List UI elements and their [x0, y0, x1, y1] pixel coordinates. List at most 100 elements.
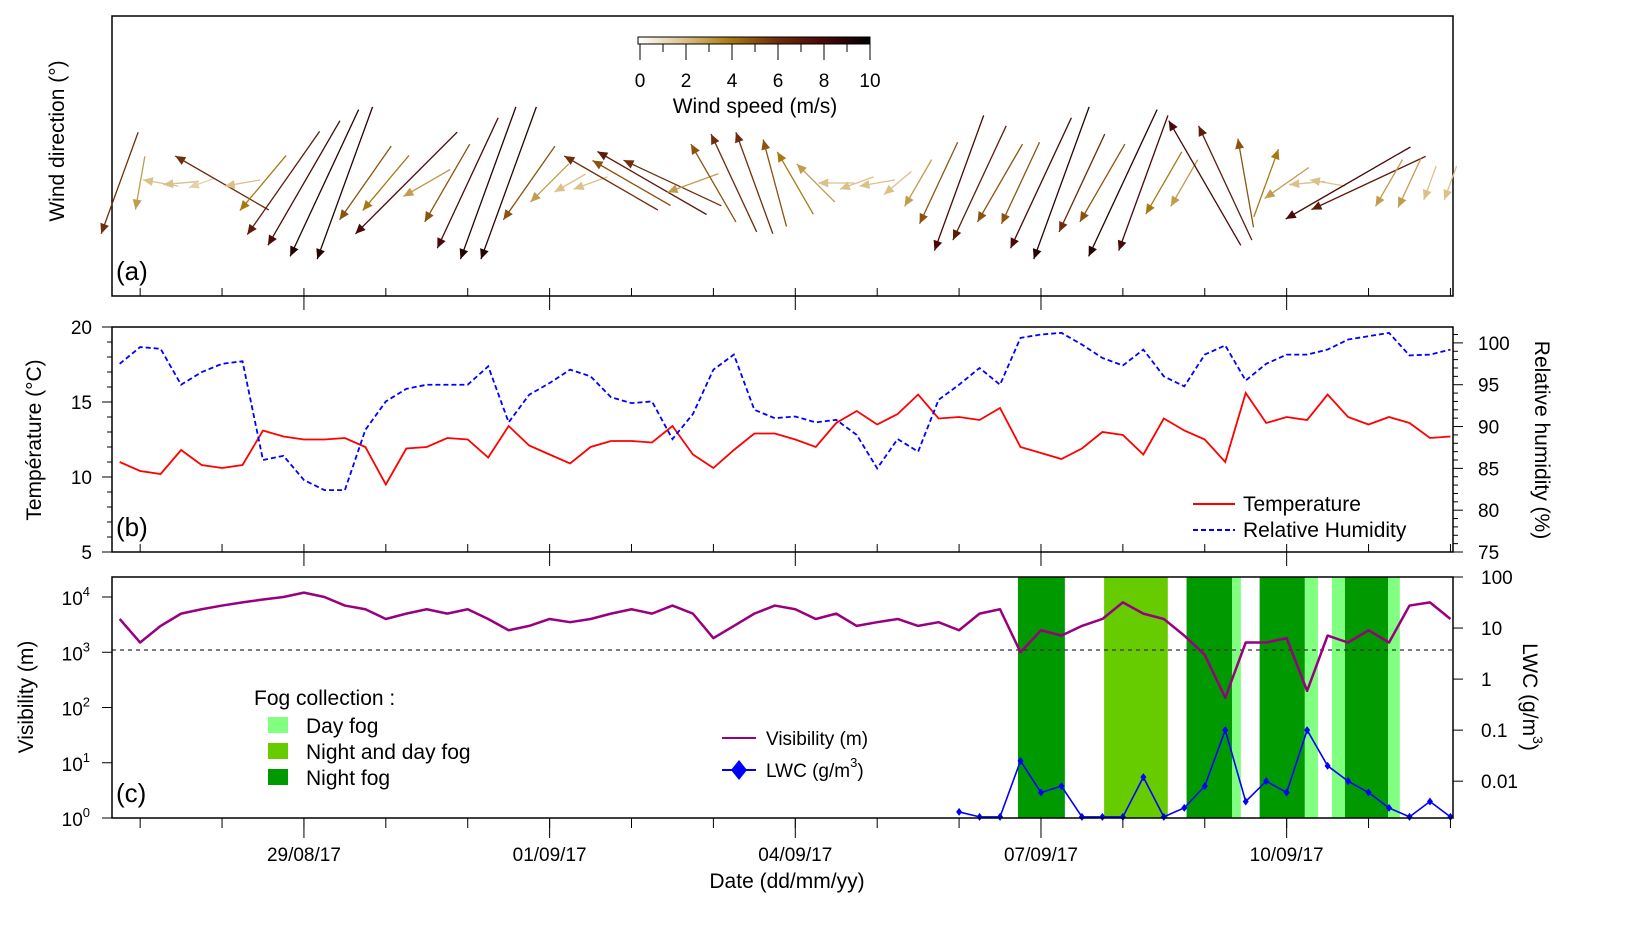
wind-arrow: [100, 132, 139, 234]
lwc-marker: [1365, 788, 1372, 797]
wind-arrow: [163, 179, 200, 189]
panel-a-frame: [111, 15, 1454, 297]
y-tick-exponent: 0: [83, 805, 90, 820]
wind-arrow-shaft: [1000, 141, 1041, 225]
x-tick-label: 07/09/17: [1004, 845, 1078, 866]
wind-arrow-shaft: [1198, 125, 1253, 241]
wind-arrow-shaft: [246, 131, 321, 235]
wind-arrow: [1168, 120, 1242, 246]
wind-arrow-head: [1235, 138, 1245, 150]
legend-relative-humidity: Relative Humidity: [1243, 519, 1407, 542]
wind-arrow: [1145, 151, 1183, 215]
wind-arrow-shaft: [1088, 109, 1158, 257]
panel-b-ticks: 5 10 15 20 75 80 85 90 95 100: [71, 318, 1510, 564]
wind-arrow-shaft: [1118, 115, 1169, 251]
wind-arrow-head: [1059, 220, 1068, 232]
wind-arrow-shaft: [690, 143, 737, 223]
y-tick-label: 100: [62, 805, 90, 831]
colorbar-title: Wind speed (m/s): [673, 95, 838, 118]
wind-arrow-head: [1375, 195, 1385, 207]
x-tick-label: 29/08/17: [267, 845, 341, 866]
wind-arrow: [919, 141, 959, 225]
wind-arrow-head: [977, 211, 987, 222]
wind-arrow: [1253, 148, 1280, 218]
wind-arrow-head: [459, 248, 469, 260]
wind-arrow-shaft: [480, 106, 537, 260]
fog-legend-item: Night and day fog: [306, 741, 471, 764]
wind-arrow: [976, 143, 1024, 223]
wind-arrow: [573, 176, 608, 190]
wind-arrow: [1311, 155, 1426, 211]
wind-arrow-head: [362, 200, 373, 211]
wind-arrow: [818, 178, 855, 188]
colorbar: [637, 36, 871, 45]
fog-legend-swatch: [268, 717, 288, 733]
lwc-marker: [956, 807, 963, 816]
wind-arrow-head: [1289, 179, 1300, 189]
wind-arrow-shaft: [354, 131, 458, 235]
wind-arrow: [502, 145, 556, 221]
y-right-tick-label: 85: [1478, 459, 1499, 480]
wind-arrow-head: [1088, 245, 1097, 257]
y-right-tick-label: 10: [1481, 619, 1502, 640]
wind-arrow: [267, 120, 341, 246]
fog-legend-item: Night fog: [306, 767, 390, 790]
y-right-tick-label: 90: [1478, 418, 1499, 439]
lwc-marker: [1263, 777, 1270, 786]
wind-arrow-shaft: [100, 132, 139, 234]
y-tick-label: 102: [62, 695, 90, 721]
wind-arrow-head: [1398, 196, 1407, 208]
wind-arrow-head: [564, 156, 576, 165]
wind-arrow-shaft: [174, 155, 270, 211]
wind-arrow: [597, 150, 707, 216]
ylabel-wind-direction: Wind direction (°): [46, 60, 69, 221]
wind-arrow-head: [175, 156, 187, 165]
wind-arrow-shaft: [289, 109, 360, 257]
wind-arrow: [839, 176, 874, 190]
wind-arrow: [776, 151, 814, 215]
wind-arrow-shaft: [952, 125, 1007, 241]
wind-arrow-shaft: [1058, 133, 1106, 233]
lwc-marker: [1386, 803, 1393, 812]
wind-arrow-head: [316, 248, 325, 260]
wind-arrow-head: [839, 181, 851, 190]
lwc-marker: [1406, 812, 1413, 821]
wind-arrow-head: [761, 139, 771, 151]
wind-arrow-head: [437, 237, 446, 249]
wind-arrow: [436, 117, 499, 249]
wind-arrow: [904, 159, 933, 207]
wind-arrow: [1079, 143, 1126, 223]
wind-arrow-shaft: [563, 155, 659, 211]
legend-lwc-diamond-icon: [731, 760, 747, 780]
wind-arrow: [1374, 159, 1404, 207]
y-right-tick-label: 0.1: [1481, 721, 1507, 742]
wind-arrow-head: [1010, 237, 1019, 249]
wind-arrow-shaft: [710, 133, 758, 233]
wind-arrow: [239, 155, 287, 211]
wind-arrow-shaft: [424, 143, 471, 223]
colorbar-tick-label: 4: [727, 71, 738, 92]
colorbar-tick-label: 10: [859, 71, 880, 92]
wind-arrow-shaft: [1168, 120, 1242, 246]
y-right-tick-label: 100: [1478, 334, 1510, 355]
wind-arrow-head: [592, 160, 604, 170]
wind-arrow-shaft: [776, 151, 814, 215]
y-tick-exponent: 1: [83, 750, 90, 765]
wind-arrow-head: [735, 132, 744, 144]
fog-legend-title: Fog collection :: [254, 687, 395, 710]
wind-arrow: [530, 163, 570, 203]
y-tick-label: 103: [62, 639, 90, 665]
wind-arrow: [224, 179, 261, 189]
wind-arrow: [362, 155, 410, 211]
legend-lwc: LWC (g/m3): [766, 755, 864, 782]
wind-arrow: [316, 106, 374, 260]
fog-legend: Day fog Night and day fog Night fog: [268, 715, 471, 790]
wind-arrow-head: [711, 134, 720, 146]
lwc-marker: [997, 812, 1004, 821]
wind-arrow: [563, 155, 659, 211]
colorbar-tick-label: 2: [681, 71, 692, 92]
wind-arrow-head: [1168, 120, 1178, 132]
wind-arrow: [424, 143, 471, 223]
y-tick-base: 10: [62, 589, 83, 610]
